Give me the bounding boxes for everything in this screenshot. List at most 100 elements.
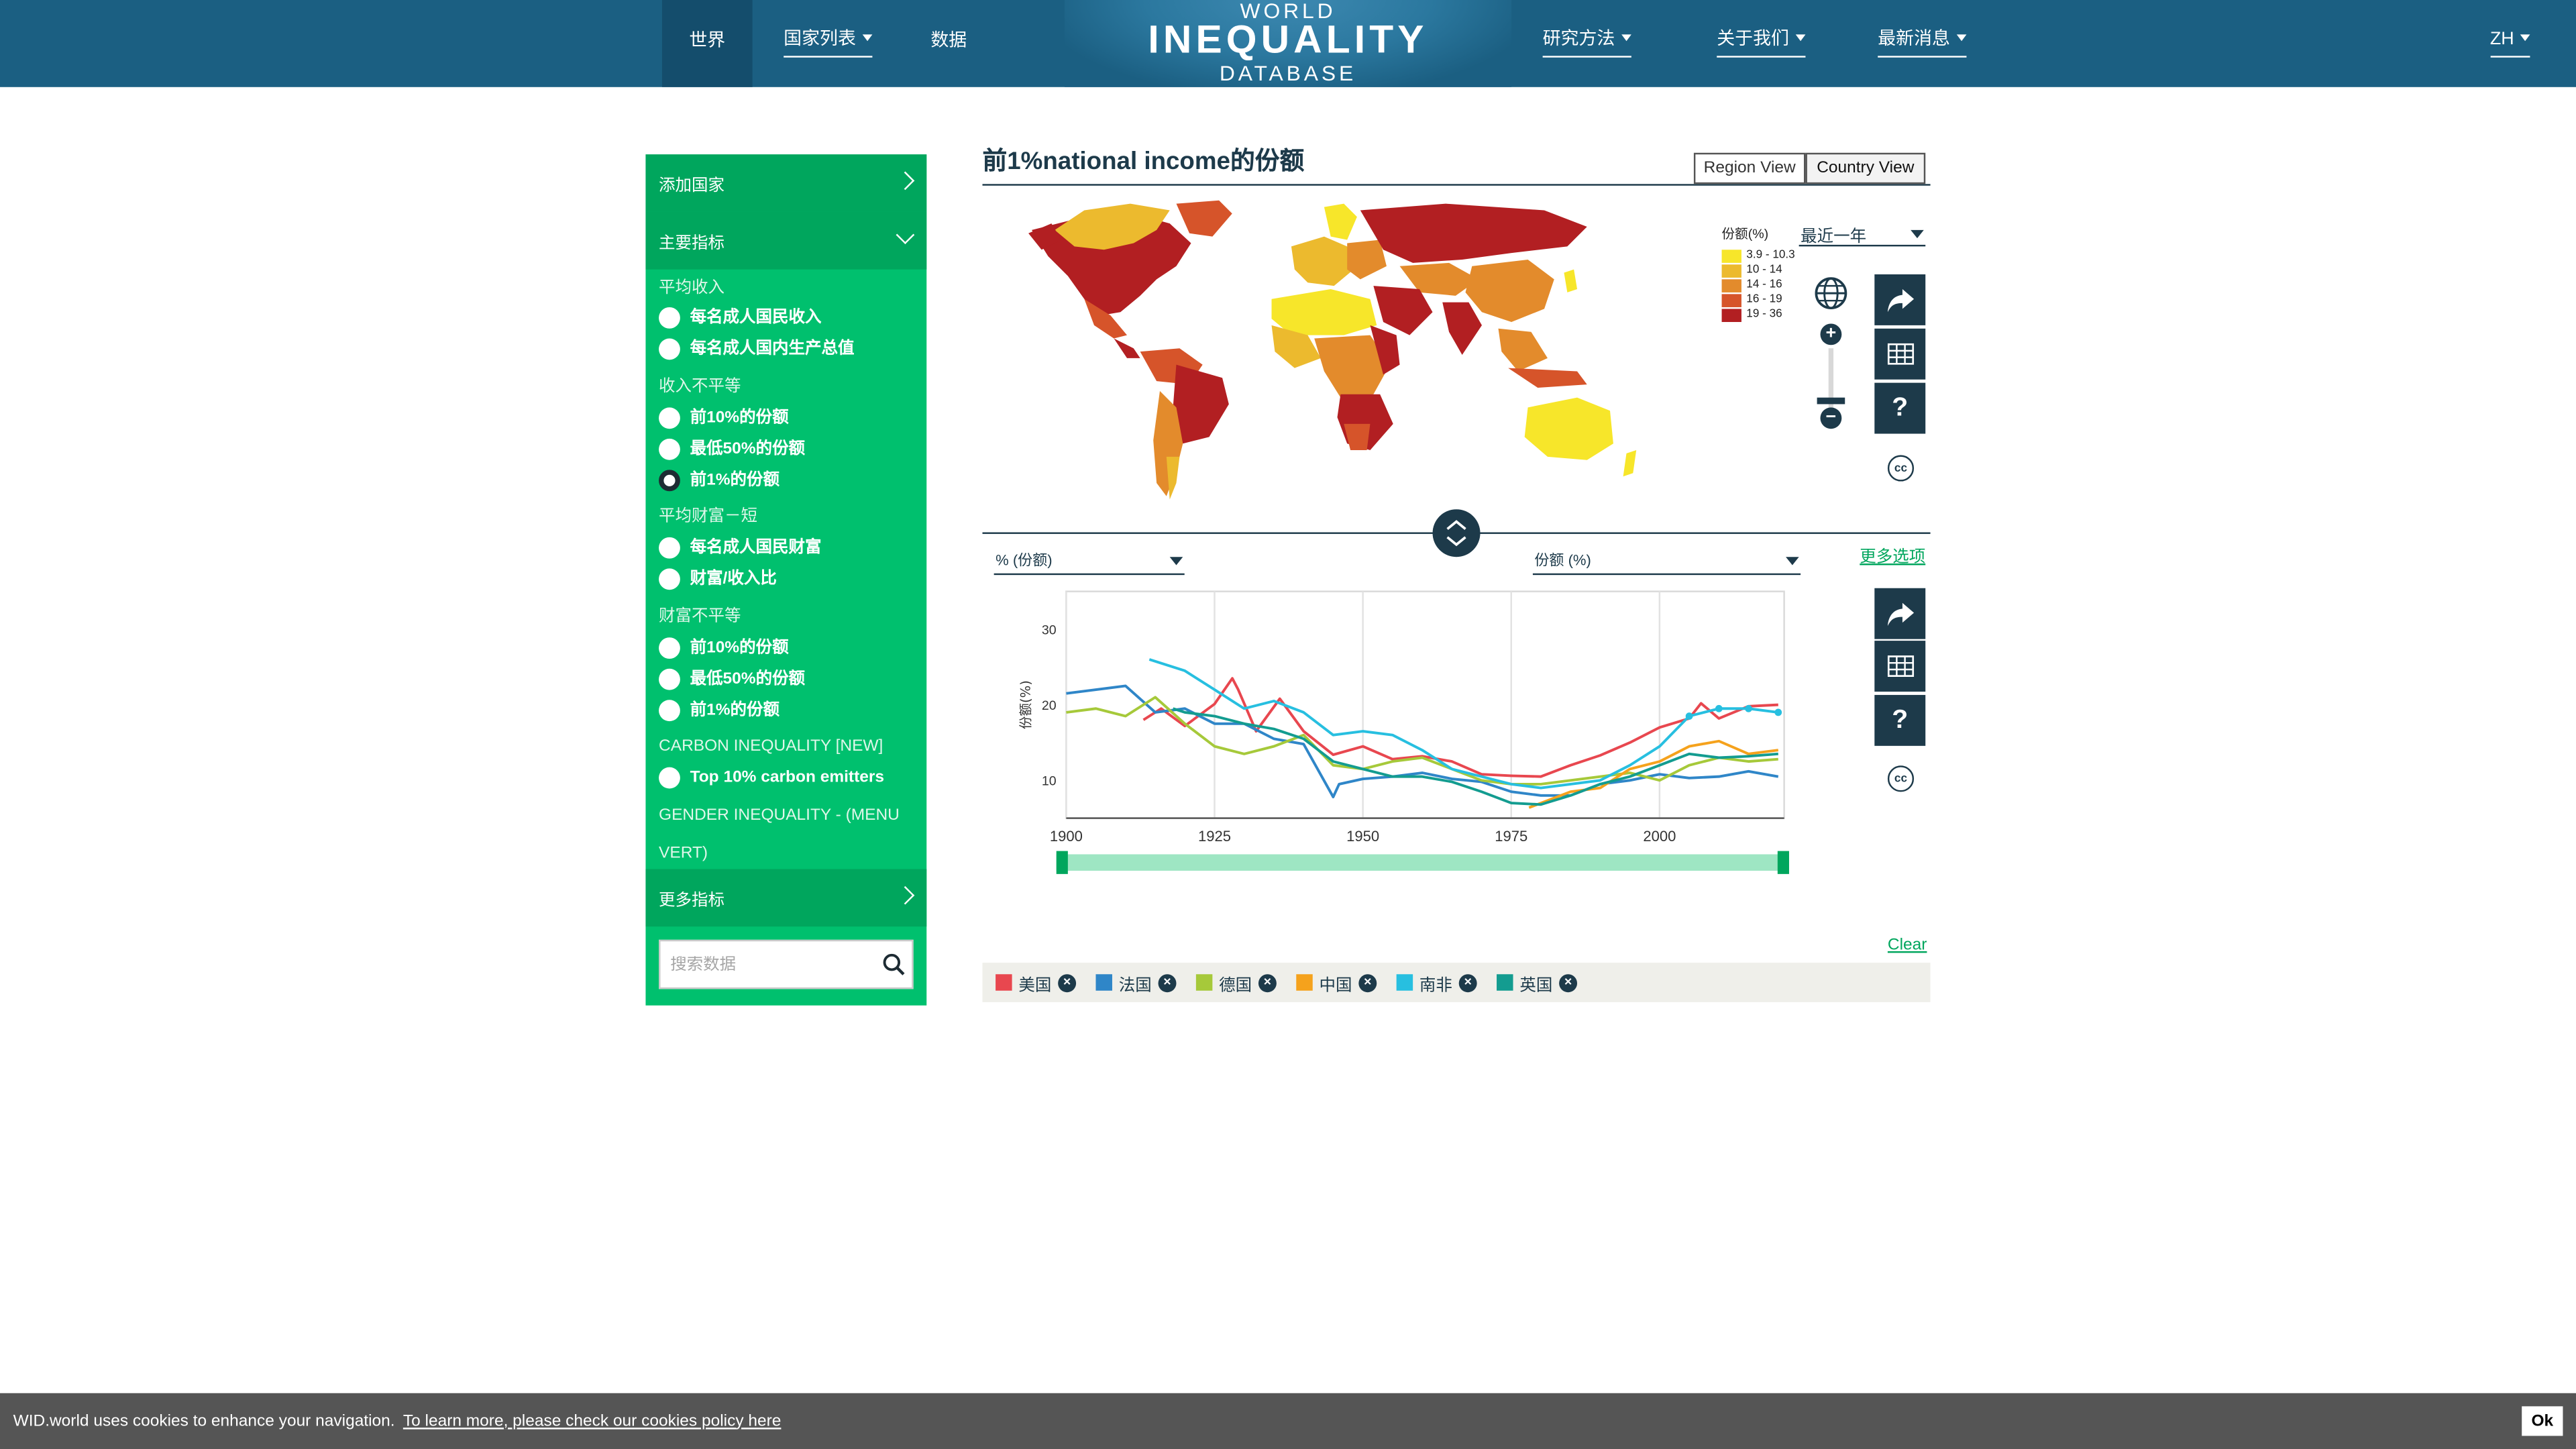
map-region-mexico[interactable] bbox=[1084, 299, 1128, 339]
remove-country-icon[interactable]: × bbox=[1358, 973, 1377, 991]
wid-logo[interactable]: WORLD INEQUALITY DATABASE bbox=[1065, 0, 1511, 87]
main-indicators-toggle[interactable]: 主要指标 bbox=[645, 211, 927, 270]
radio-button[interactable] bbox=[659, 700, 680, 722]
radio-option-national-wealth[interactable]: 每名成人国民财富 bbox=[659, 537, 822, 559]
map-region-new-zealand[interactable] bbox=[1623, 450, 1637, 477]
creative-commons-icon[interactable]: cc bbox=[1887, 765, 1915, 792]
year-select[interactable]: 最近一年 bbox=[1799, 222, 1926, 247]
radio-button[interactable] bbox=[659, 668, 680, 690]
radio-option-gdp[interactable]: 每名成人国内生产总值 bbox=[659, 338, 854, 360]
remove-country-icon[interactable]: × bbox=[1258, 973, 1277, 991]
zoom-slider-handle[interactable] bbox=[1817, 397, 1845, 405]
group-title-gender-inequality-cont[interactable]: VERT) bbox=[659, 844, 708, 863]
country-legend-item[interactable]: 中国 × bbox=[1296, 970, 1377, 995]
map-region-europe-west[interactable] bbox=[1291, 236, 1354, 286]
creative-commons-icon[interactable]: cc bbox=[1887, 455, 1915, 482]
map-region-brazil[interactable] bbox=[1173, 364, 1229, 444]
more-indicators-button[interactable]: 更多指标 bbox=[645, 869, 927, 927]
map-region-southeast-asia[interactable] bbox=[1498, 328, 1548, 372]
radio-button[interactable] bbox=[659, 438, 680, 460]
radio-option-income-top10[interactable]: 前10%的份额 bbox=[659, 407, 789, 429]
time-range-handle-right[interactable] bbox=[1777, 851, 1789, 874]
time-range-handle-left[interactable] bbox=[1056, 851, 1068, 874]
data-point[interactable] bbox=[1685, 712, 1693, 720]
more-options-link[interactable]: 更多选项 bbox=[1860, 548, 1926, 567]
country-legend-item[interactable]: 美国 × bbox=[996, 970, 1077, 995]
time-range-slider-track[interactable] bbox=[1056, 854, 1789, 871]
series-line[interactable] bbox=[1066, 696, 1778, 786]
radio-button[interactable] bbox=[659, 537, 680, 559]
remove-country-icon[interactable]: × bbox=[1458, 973, 1477, 991]
map-region-central-africa[interactable] bbox=[1314, 335, 1390, 398]
map-region-north-africa[interactable] bbox=[1271, 289, 1377, 335]
map-region-central-asia[interactable] bbox=[1399, 262, 1479, 296]
data-point[interactable] bbox=[1774, 708, 1782, 716]
map-share-button[interactable] bbox=[1874, 274, 1926, 325]
map-region-south-africa[interactable] bbox=[1344, 423, 1371, 451]
map-region-australia[interactable] bbox=[1524, 397, 1613, 460]
map-region-greenland[interactable] bbox=[1176, 200, 1232, 237]
chart-share-button[interactable] bbox=[1874, 588, 1926, 639]
map-region-middle-east[interactable] bbox=[1373, 286, 1433, 335]
group-title-gender-inequality[interactable]: GENDER INEQUALITY - (MENU bbox=[659, 806, 900, 825]
map-region-scandinavia[interactable] bbox=[1324, 203, 1357, 240]
collapse-map-toggle[interactable] bbox=[1432, 509, 1481, 557]
zoom-in-button[interactable]: + bbox=[1820, 323, 1842, 345]
radio-button[interactable] bbox=[659, 767, 680, 789]
cookie-policy-link[interactable]: To learn more, please check our cookies … bbox=[402, 1411, 782, 1430]
data-point[interactable] bbox=[1745, 704, 1752, 712]
radio-option-wealth-top1[interactable]: 前1%的份额 bbox=[659, 700, 780, 722]
search-input[interactable] bbox=[670, 955, 876, 974]
radio-option-wealth-income-ratio[interactable]: 财富/收入比 bbox=[659, 568, 777, 590]
world-choropleth-map[interactable] bbox=[1018, 194, 1659, 506]
nav-country-list[interactable]: 国家列表 bbox=[753, 0, 904, 87]
map-region-central-america[interactable] bbox=[1114, 338, 1140, 358]
series-line[interactable] bbox=[1066, 684, 1779, 798]
chart-help-button[interactable]: ? bbox=[1874, 694, 1926, 746]
line-chart[interactable]: 1900 1925 1950 1975 2000 10 20 30 份额(%) bbox=[983, 578, 1805, 882]
radio-option-wealth-bottom50[interactable]: 最低50%的份额 bbox=[659, 668, 805, 690]
remove-country-icon[interactable]: × bbox=[1559, 973, 1578, 991]
map-region-japan[interactable] bbox=[1564, 269, 1578, 292]
map-region-alaska[interactable] bbox=[1028, 223, 1062, 250]
map-region-china[interactable] bbox=[1465, 259, 1554, 323]
series-line[interactable] bbox=[1172, 707, 1778, 806]
country-view-button[interactable]: Country View bbox=[1805, 152, 1926, 184]
map-region-india[interactable] bbox=[1442, 302, 1482, 355]
map-region-east-africa[interactable] bbox=[1370, 325, 1400, 375]
nav-data[interactable]: 数据 bbox=[930, 30, 967, 50]
map-table-button[interactable] bbox=[1874, 328, 1926, 380]
radio-option-carbon-top10[interactable]: Top 10% carbon emitters bbox=[659, 767, 884, 789]
map-help-button[interactable]: ? bbox=[1874, 382, 1926, 434]
radio-option-wealth-top10[interactable]: 前10%的份额 bbox=[659, 637, 789, 659]
map-region-west-africa[interactable] bbox=[1271, 325, 1321, 368]
map-region-russia[interactable] bbox=[1360, 203, 1587, 263]
country-legend-item[interactable]: 英国 × bbox=[1497, 970, 1578, 995]
radio-option-income-bottom50[interactable]: 最低50%的份额 bbox=[659, 438, 805, 460]
country-legend-item[interactable]: 法国 × bbox=[1095, 970, 1177, 995]
radio-button[interactable] bbox=[659, 338, 680, 360]
nav-world[interactable]: 世界 bbox=[661, 0, 753, 87]
radio-option-national-income[interactable]: 每名成人国民收入 bbox=[659, 307, 822, 329]
zoom-out-button[interactable]: − bbox=[1820, 407, 1842, 429]
country-legend-item[interactable]: 德国 × bbox=[1195, 970, 1277, 995]
search-icon[interactable] bbox=[882, 953, 905, 975]
map-region-europe-east[interactable] bbox=[1347, 239, 1387, 280]
radio-option-income-top1[interactable]: 前1%的份额 bbox=[659, 470, 780, 492]
nav-about-us[interactable]: 关于我们 bbox=[1702, 0, 1820, 87]
indicator-select[interactable]: 份额 (%) bbox=[1532, 549, 1801, 576]
remove-country-icon[interactable]: × bbox=[1058, 973, 1077, 991]
nav-latest-news[interactable]: 最新消息 bbox=[1863, 0, 1981, 87]
series-line[interactable] bbox=[1148, 658, 1779, 790]
radio-button[interactable] bbox=[659, 637, 680, 659]
country-legend-item[interactable]: 南非 × bbox=[1396, 970, 1477, 995]
remove-country-icon[interactable]: × bbox=[1158, 973, 1177, 991]
globe-icon[interactable] bbox=[1814, 276, 1848, 310]
chart-table-button[interactable] bbox=[1874, 641, 1926, 692]
data-point[interactable] bbox=[1715, 704, 1723, 712]
radio-button[interactable] bbox=[659, 407, 680, 429]
cookie-ok-button[interactable]: Ok bbox=[2522, 1406, 2563, 1436]
region-view-button[interactable]: Region View bbox=[1693, 152, 1806, 184]
nav-methodology[interactable]: 研究方法 bbox=[1528, 0, 1646, 87]
map-region-indonesia[interactable] bbox=[1508, 368, 1587, 388]
